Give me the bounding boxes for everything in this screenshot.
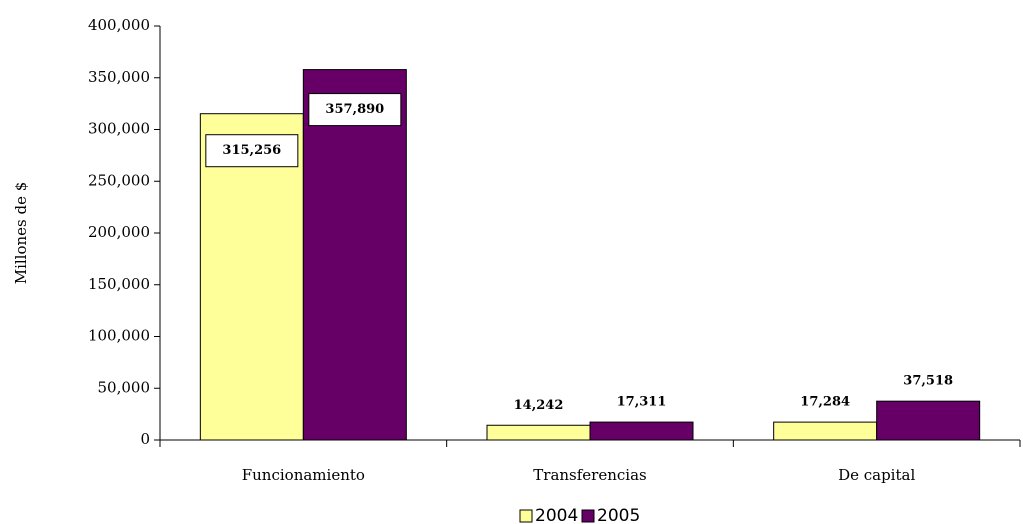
y-tick-label: 250,000 [88,171,150,189]
legend-swatch [581,509,595,523]
y-tick-label: 200,000 [88,223,150,241]
data-label: 37,518 [903,374,953,389]
x-tick-label: Transferencias [533,466,646,484]
bar [876,400,981,441]
data-label: 17,284 [800,395,850,410]
y-tick-label: 350,000 [88,68,150,86]
bar [589,421,694,441]
y-tick-label: 50,000 [98,378,151,396]
legend-swatch [519,509,533,523]
legend-label: 2004 [535,506,578,524]
y-axis-label: Millones de $ [12,182,30,285]
data-label: 17,311 [617,395,667,410]
y-tick-label: 100,000 [88,327,150,345]
x-tick-label: Funcionamiento [242,466,365,484]
data-label: 315,256 [222,143,281,158]
data-label: 357,890 [325,102,384,117]
data-label-box [205,134,299,168]
bar [199,113,304,441]
y-tick-label: 400,000 [88,16,150,34]
bar [773,421,878,441]
data-label: 14,242 [514,398,564,413]
data-label-box [308,93,402,127]
bar [486,424,591,441]
bar [302,69,407,441]
legend-label: 2005 [597,506,640,524]
y-tick-label: 300,000 [88,120,150,138]
y-tick-label: 0 [140,430,150,448]
y-tick-label: 150,000 [88,275,150,293]
x-tick-label: De capital [838,466,915,484]
